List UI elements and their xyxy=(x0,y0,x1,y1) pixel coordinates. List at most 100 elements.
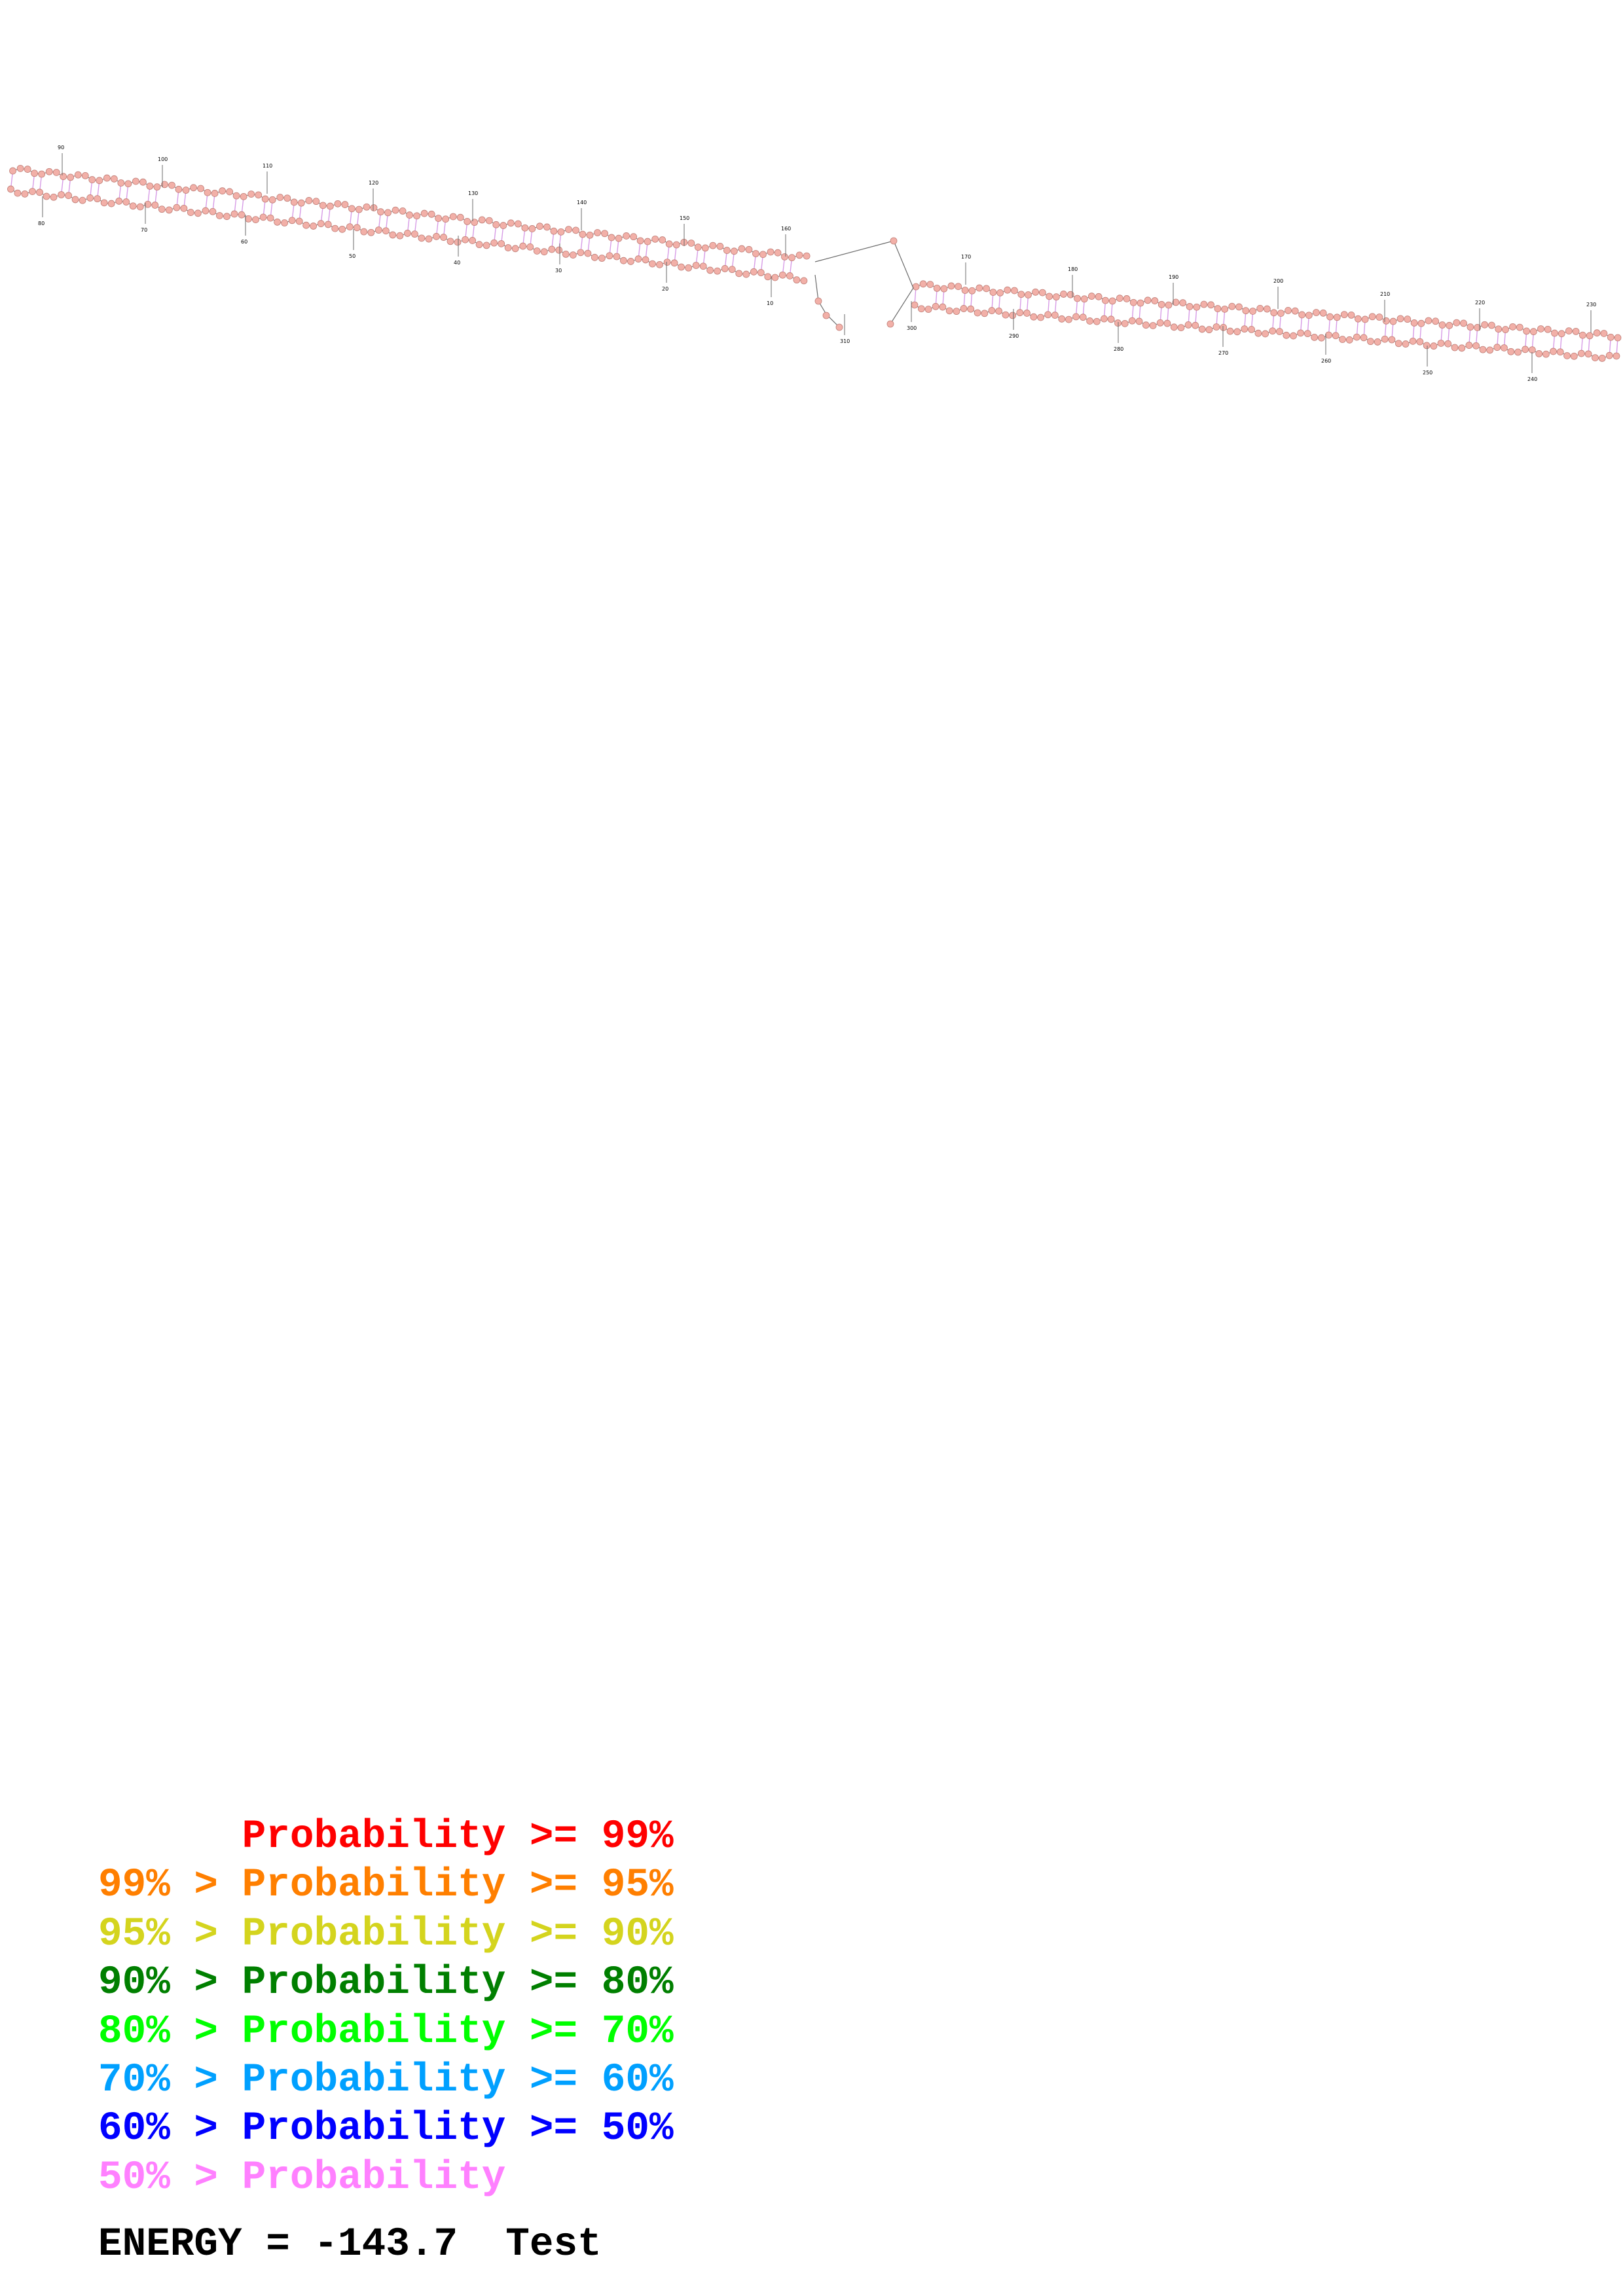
nucleotide xyxy=(305,197,313,204)
nucleotide xyxy=(1416,338,1424,346)
nucleotide xyxy=(1241,325,1249,333)
nucleotide xyxy=(1325,331,1332,339)
nucleotide xyxy=(886,320,894,328)
nucleotide xyxy=(1474,324,1482,331)
nucleotide xyxy=(428,210,435,218)
nucleotide xyxy=(324,221,332,228)
nucleotide xyxy=(606,252,613,260)
nucleotide xyxy=(1037,314,1044,321)
nucleotide xyxy=(334,200,342,207)
nucleotide xyxy=(1367,338,1374,346)
nucleotide xyxy=(274,218,281,226)
nucleotide xyxy=(694,243,702,251)
nucleotide xyxy=(240,192,247,200)
nucleotide xyxy=(1184,321,1192,329)
legend-row: Probability >= 99% xyxy=(98,1813,674,1861)
nucleotide xyxy=(1577,350,1585,357)
nucleotide xyxy=(1233,328,1241,336)
nucleotide xyxy=(955,283,962,291)
position-label: 180 xyxy=(1068,266,1078,272)
legend-prefix: 60% > xyxy=(98,2106,242,2152)
nucleotide xyxy=(767,248,775,256)
nucleotide xyxy=(1170,323,1178,331)
nucleotide xyxy=(490,239,498,247)
legend-row: 99% > Probability >= 95% xyxy=(98,1861,674,1910)
nucleotide xyxy=(1254,329,1262,337)
nucleotide xyxy=(1214,305,1222,312)
nucleotide xyxy=(1388,336,1396,344)
nucleotide xyxy=(245,215,252,223)
nucleotide xyxy=(268,196,276,204)
nucleotide xyxy=(814,297,822,305)
nucleotide xyxy=(1432,317,1440,325)
nucleotide xyxy=(1004,286,1012,294)
nucleotide xyxy=(283,194,291,202)
nucleotide xyxy=(716,242,724,250)
nucleotide xyxy=(1298,311,1306,319)
nucleotide xyxy=(1137,299,1144,307)
nucleotide xyxy=(1600,330,1608,337)
nucleotide xyxy=(363,203,371,211)
nucleotide xyxy=(211,190,219,197)
nucleotide xyxy=(158,206,166,213)
nucleotide xyxy=(548,245,556,253)
nucleotide xyxy=(1046,293,1053,300)
legend-label: Probability xyxy=(242,2106,506,2152)
nucleotide xyxy=(392,206,399,214)
nucleotide xyxy=(1353,333,1360,341)
nucleotide xyxy=(919,280,927,288)
nucleotide xyxy=(750,268,757,276)
nucleotide xyxy=(591,253,598,261)
nucleotide xyxy=(194,209,202,217)
nucleotide xyxy=(786,272,793,279)
nucleotide xyxy=(967,305,975,313)
nucleotide xyxy=(947,282,955,290)
nucleotide xyxy=(29,188,36,195)
nucleotide xyxy=(1290,332,1297,340)
nucleotide xyxy=(418,234,426,242)
nucleotide xyxy=(932,302,939,310)
nucleotide xyxy=(226,188,234,196)
legend-prefix: 95% > xyxy=(98,1911,242,1957)
nucleotide xyxy=(933,284,941,292)
nucleotide xyxy=(43,192,50,200)
nucleotide xyxy=(1396,315,1404,323)
nucleotide xyxy=(492,221,500,228)
nucleotide xyxy=(288,217,296,224)
nucleotide xyxy=(1205,326,1213,334)
nucleotide xyxy=(1374,338,1381,346)
nucleotide xyxy=(692,262,700,269)
nucleotide xyxy=(1479,346,1487,353)
nucleotide xyxy=(721,265,729,272)
position-label: 120 xyxy=(369,180,378,186)
nucleotide xyxy=(360,228,368,236)
nucleotide xyxy=(536,223,543,230)
nucleotide xyxy=(7,185,14,193)
nucleotide xyxy=(1495,325,1503,333)
nucleotide xyxy=(519,242,527,250)
nucleotide xyxy=(425,235,433,243)
nucleotide xyxy=(478,216,486,224)
nucleotide xyxy=(1438,321,1446,329)
legend-prefix: 90% > xyxy=(98,1960,242,2006)
nucleotide xyxy=(1488,321,1495,329)
position-label: 10 xyxy=(767,300,773,306)
legend-suffix: >= 90% xyxy=(505,1911,674,1957)
nucleotide xyxy=(411,230,418,238)
nucleotide xyxy=(642,256,649,264)
nucleotide xyxy=(175,185,183,193)
nucleotide xyxy=(338,225,346,233)
nucleotide xyxy=(16,164,24,172)
nucleotide xyxy=(540,248,548,256)
nucleotide xyxy=(122,198,130,206)
nucleotide xyxy=(1550,348,1557,355)
position-label: 80 xyxy=(38,221,45,226)
nucleotide xyxy=(793,276,801,284)
nucleotide xyxy=(1516,323,1523,331)
nucleotide xyxy=(634,255,642,263)
nucleotide xyxy=(1060,291,1067,298)
nucleotide xyxy=(1285,306,1292,314)
nucleotide xyxy=(1467,323,1474,331)
nucleotide xyxy=(911,301,919,309)
nucleotide xyxy=(577,249,585,257)
